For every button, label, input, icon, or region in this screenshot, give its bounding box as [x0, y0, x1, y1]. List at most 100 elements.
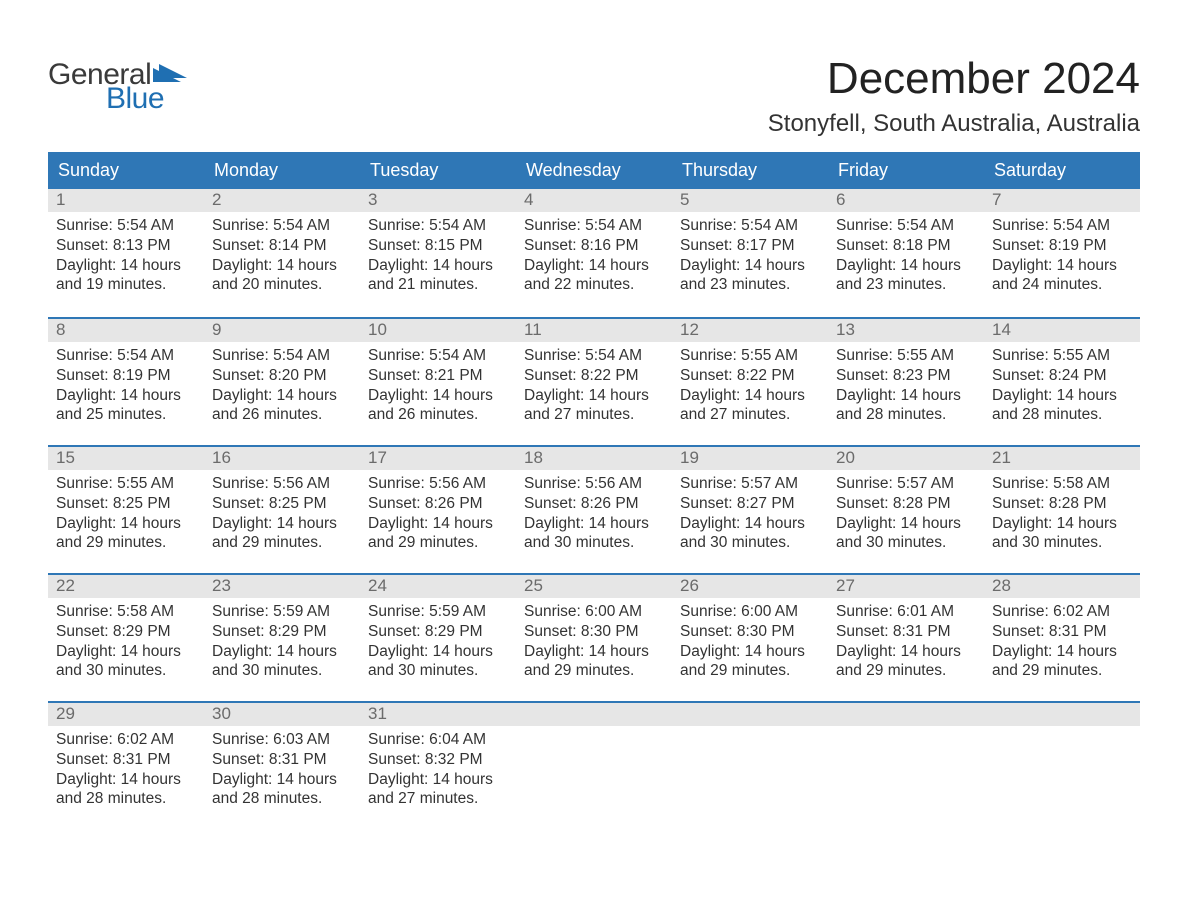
sunrise-line: Sunrise: 5:54 AM	[56, 216, 196, 236]
day-cell-empty	[516, 703, 672, 829]
sunrise-line: Sunrise: 5:54 AM	[524, 346, 664, 366]
sunset-line: Sunset: 8:19 PM	[56, 366, 196, 386]
daylight-line: Daylight: 14 hours and 24 minutes.	[992, 256, 1132, 296]
day-body: Sunrise: 5:55 AMSunset: 8:23 PMDaylight:…	[828, 342, 984, 439]
day-number	[516, 703, 672, 726]
day-cell: 15Sunrise: 5:55 AMSunset: 8:25 PMDayligh…	[48, 447, 204, 573]
dow-friday: Friday	[828, 152, 984, 189]
daylight-line: Daylight: 14 hours and 30 minutes.	[212, 642, 352, 682]
daylight-line: Daylight: 14 hours and 30 minutes.	[368, 642, 508, 682]
sunrise-line: Sunrise: 5:54 AM	[368, 346, 508, 366]
day-cell: 10Sunrise: 5:54 AMSunset: 8:21 PMDayligh…	[360, 319, 516, 445]
weeks-container: 1Sunrise: 5:54 AMSunset: 8:13 PMDaylight…	[48, 189, 1140, 829]
day-number: 14	[984, 319, 1140, 342]
daylight-line: Daylight: 14 hours and 28 minutes.	[836, 386, 976, 426]
day-body: Sunrise: 5:54 AMSunset: 8:18 PMDaylight:…	[828, 212, 984, 309]
day-body: Sunrise: 5:54 AMSunset: 8:19 PMDaylight:…	[984, 212, 1140, 309]
sunset-line: Sunset: 8:29 PM	[368, 622, 508, 642]
daylight-line: Daylight: 14 hours and 28 minutes.	[992, 386, 1132, 426]
day-cell: 24Sunrise: 5:59 AMSunset: 8:29 PMDayligh…	[360, 575, 516, 701]
sunset-line: Sunset: 8:15 PM	[368, 236, 508, 256]
day-number	[828, 703, 984, 726]
daylight-line: Daylight: 14 hours and 30 minutes.	[992, 514, 1132, 554]
day-number: 10	[360, 319, 516, 342]
day-number: 30	[204, 703, 360, 726]
sunset-line: Sunset: 8:25 PM	[212, 494, 352, 514]
day-body	[828, 726, 984, 806]
dow-wednesday: Wednesday	[516, 152, 672, 189]
sunrise-line: Sunrise: 5:54 AM	[56, 346, 196, 366]
day-body: Sunrise: 6:00 AMSunset: 8:30 PMDaylight:…	[516, 598, 672, 695]
day-cell: 27Sunrise: 6:01 AMSunset: 8:31 PMDayligh…	[828, 575, 984, 701]
day-cell: 22Sunrise: 5:58 AMSunset: 8:29 PMDayligh…	[48, 575, 204, 701]
day-body	[984, 726, 1140, 806]
day-cell: 17Sunrise: 5:56 AMSunset: 8:26 PMDayligh…	[360, 447, 516, 573]
day-number: 23	[204, 575, 360, 598]
daylight-line: Daylight: 14 hours and 29 minutes.	[524, 642, 664, 682]
daylight-line: Daylight: 14 hours and 29 minutes.	[56, 514, 196, 554]
page-title: December 2024	[768, 54, 1140, 104]
sunset-line: Sunset: 8:30 PM	[680, 622, 820, 642]
sunset-line: Sunset: 8:22 PM	[680, 366, 820, 386]
sunset-line: Sunset: 8:29 PM	[56, 622, 196, 642]
day-number: 29	[48, 703, 204, 726]
day-cell: 31Sunrise: 6:04 AMSunset: 8:32 PMDayligh…	[360, 703, 516, 829]
sunrise-line: Sunrise: 6:01 AM	[836, 602, 976, 622]
daylight-line: Daylight: 14 hours and 20 minutes.	[212, 256, 352, 296]
daylight-line: Daylight: 14 hours and 28 minutes.	[56, 770, 196, 810]
day-body: Sunrise: 6:04 AMSunset: 8:32 PMDaylight:…	[360, 726, 516, 823]
sunrise-line: Sunrise: 5:55 AM	[836, 346, 976, 366]
dow-tuesday: Tuesday	[360, 152, 516, 189]
sunrise-line: Sunrise: 6:04 AM	[368, 730, 508, 750]
daylight-line: Daylight: 14 hours and 29 minutes.	[368, 514, 508, 554]
day-cell: 4Sunrise: 5:54 AMSunset: 8:16 PMDaylight…	[516, 189, 672, 317]
location-subtitle: Stonyfell, South Australia, Australia	[768, 110, 1140, 138]
day-number: 13	[828, 319, 984, 342]
day-cell: 9Sunrise: 5:54 AMSunset: 8:20 PMDaylight…	[204, 319, 360, 445]
daylight-line: Daylight: 14 hours and 23 minutes.	[836, 256, 976, 296]
daylight-line: Daylight: 14 hours and 30 minutes.	[56, 642, 196, 682]
day-number: 5	[672, 189, 828, 212]
day-cell-empty	[672, 703, 828, 829]
day-body: Sunrise: 5:54 AMSunset: 8:17 PMDaylight:…	[672, 212, 828, 309]
day-body: Sunrise: 5:54 AMSunset: 8:16 PMDaylight:…	[516, 212, 672, 309]
day-number: 6	[828, 189, 984, 212]
sunrise-line: Sunrise: 5:58 AM	[992, 474, 1132, 494]
day-body: Sunrise: 5:55 AMSunset: 8:25 PMDaylight:…	[48, 470, 204, 567]
day-cell: 20Sunrise: 5:57 AMSunset: 8:28 PMDayligh…	[828, 447, 984, 573]
daylight-line: Daylight: 14 hours and 22 minutes.	[524, 256, 664, 296]
daylight-line: Daylight: 14 hours and 30 minutes.	[524, 514, 664, 554]
day-number	[672, 703, 828, 726]
day-body: Sunrise: 5:57 AMSunset: 8:28 PMDaylight:…	[828, 470, 984, 567]
sunset-line: Sunset: 8:19 PM	[992, 236, 1132, 256]
day-cell: 19Sunrise: 5:57 AMSunset: 8:27 PMDayligh…	[672, 447, 828, 573]
day-cell-empty	[828, 703, 984, 829]
sunset-line: Sunset: 8:22 PM	[524, 366, 664, 386]
dow-saturday: Saturday	[984, 152, 1140, 189]
day-number	[984, 703, 1140, 726]
sunrise-line: Sunrise: 5:59 AM	[212, 602, 352, 622]
sunset-line: Sunset: 8:29 PM	[212, 622, 352, 642]
week-row: 22Sunrise: 5:58 AMSunset: 8:29 PMDayligh…	[48, 573, 1140, 701]
day-body: Sunrise: 5:56 AMSunset: 8:26 PMDaylight:…	[360, 470, 516, 567]
week-row: 29Sunrise: 6:02 AMSunset: 8:31 PMDayligh…	[48, 701, 1140, 829]
daylight-line: Daylight: 14 hours and 29 minutes.	[680, 642, 820, 682]
daylight-line: Daylight: 14 hours and 29 minutes.	[836, 642, 976, 682]
day-body: Sunrise: 6:02 AMSunset: 8:31 PMDaylight:…	[48, 726, 204, 823]
day-cell: 28Sunrise: 6:02 AMSunset: 8:31 PMDayligh…	[984, 575, 1140, 701]
sunset-line: Sunset: 8:31 PM	[56, 750, 196, 770]
day-of-week-header: SundayMondayTuesdayWednesdayThursdayFrid…	[48, 152, 1140, 189]
dow-sunday: Sunday	[48, 152, 204, 189]
sunrise-line: Sunrise: 5:54 AM	[836, 216, 976, 236]
sunset-line: Sunset: 8:21 PM	[368, 366, 508, 386]
daylight-line: Daylight: 14 hours and 29 minutes.	[992, 642, 1132, 682]
day-body: Sunrise: 6:01 AMSunset: 8:31 PMDaylight:…	[828, 598, 984, 695]
sunrise-line: Sunrise: 5:56 AM	[524, 474, 664, 494]
sunrise-line: Sunrise: 5:54 AM	[212, 216, 352, 236]
sunset-line: Sunset: 8:24 PM	[992, 366, 1132, 386]
day-cell: 14Sunrise: 5:55 AMSunset: 8:24 PMDayligh…	[984, 319, 1140, 445]
sunset-line: Sunset: 8:26 PM	[368, 494, 508, 514]
day-cell: 7Sunrise: 5:54 AMSunset: 8:19 PMDaylight…	[984, 189, 1140, 317]
day-body: Sunrise: 5:55 AMSunset: 8:22 PMDaylight:…	[672, 342, 828, 439]
sunset-line: Sunset: 8:30 PM	[524, 622, 664, 642]
